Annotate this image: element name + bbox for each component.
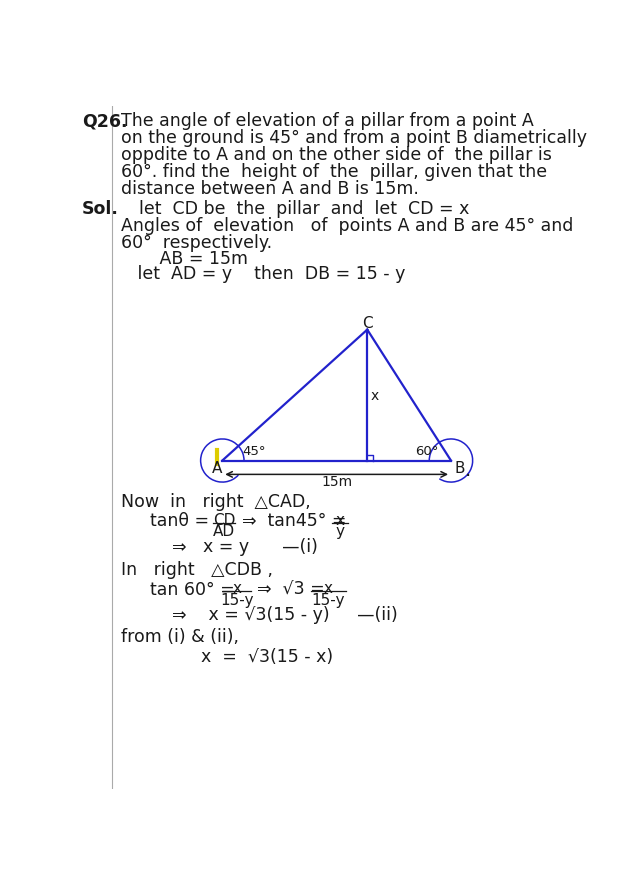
- Text: tan 60° =: tan 60° =: [150, 580, 235, 599]
- Text: ⇒   x = y      —(i): ⇒ x = y —(i): [172, 538, 318, 556]
- Text: 45°: 45°: [243, 445, 266, 458]
- Text: let  CD be  the  pillar  and  let  CD = x: let CD be the pillar and let CD = x: [138, 200, 469, 218]
- Text: x: x: [370, 389, 379, 403]
- Text: x: x: [336, 513, 345, 528]
- Text: Angles of  elevation   of  points A and B are 45° and: Angles of elevation of points A and B ar…: [121, 217, 573, 235]
- Text: Q26.: Q26.: [82, 113, 128, 130]
- Text: 60°: 60°: [415, 445, 439, 458]
- Text: ⇒  √3 =: ⇒ √3 =: [257, 580, 325, 599]
- Text: distance between A and B is 15m.: distance between A and B is 15m.: [121, 180, 419, 198]
- Text: A: A: [211, 462, 222, 477]
- Text: ⇒  tan45° =: ⇒ tan45° =: [242, 512, 346, 530]
- Text: .: .: [465, 462, 471, 480]
- Text: x  =  √3(15 - x): x = √3(15 - x): [201, 648, 333, 665]
- Text: Now  in   right  △CAD,: Now in right △CAD,: [121, 493, 310, 511]
- Text: C: C: [363, 315, 374, 330]
- Text: on the ground is 45° and from a point B diametrically: on the ground is 45° and from a point B …: [121, 129, 587, 147]
- Text: AB = 15m: AB = 15m: [121, 250, 248, 268]
- Text: x: x: [324, 581, 333, 596]
- Text: Sol.: Sol.: [82, 200, 119, 218]
- Text: B: B: [454, 462, 464, 477]
- Text: let  AD = y    then  DB = 15 - y: let AD = y then DB = 15 - y: [121, 265, 405, 283]
- Text: 15-y: 15-y: [220, 593, 254, 608]
- Text: ⇒    x = √3(15 - y)     —(ii): ⇒ x = √3(15 - y) —(ii): [172, 606, 398, 624]
- Text: AD: AD: [213, 525, 235, 540]
- Text: y: y: [336, 525, 345, 540]
- Text: from (i) & (ii),: from (i) & (ii),: [121, 628, 239, 647]
- Text: The angle of elevation of a pillar from a point A: The angle of elevation of a pillar from …: [121, 113, 533, 130]
- Text: CD: CD: [213, 513, 235, 528]
- Text: 60°  respectively.: 60° respectively.: [121, 234, 272, 253]
- Text: tanθ =: tanθ =: [150, 512, 209, 530]
- Text: In   right   △CDB ,: In right △CDB ,: [121, 562, 273, 579]
- Text: x: x: [232, 581, 242, 596]
- Text: 15m: 15m: [321, 475, 352, 489]
- Text: 60°. find the  height of  the  pillar, given that the: 60°. find the height of the pillar, give…: [121, 163, 547, 182]
- Text: 15-y: 15-y: [312, 593, 345, 608]
- Text: oppdite to A and on the other side of  the pillar is: oppdite to A and on the other side of th…: [121, 146, 552, 165]
